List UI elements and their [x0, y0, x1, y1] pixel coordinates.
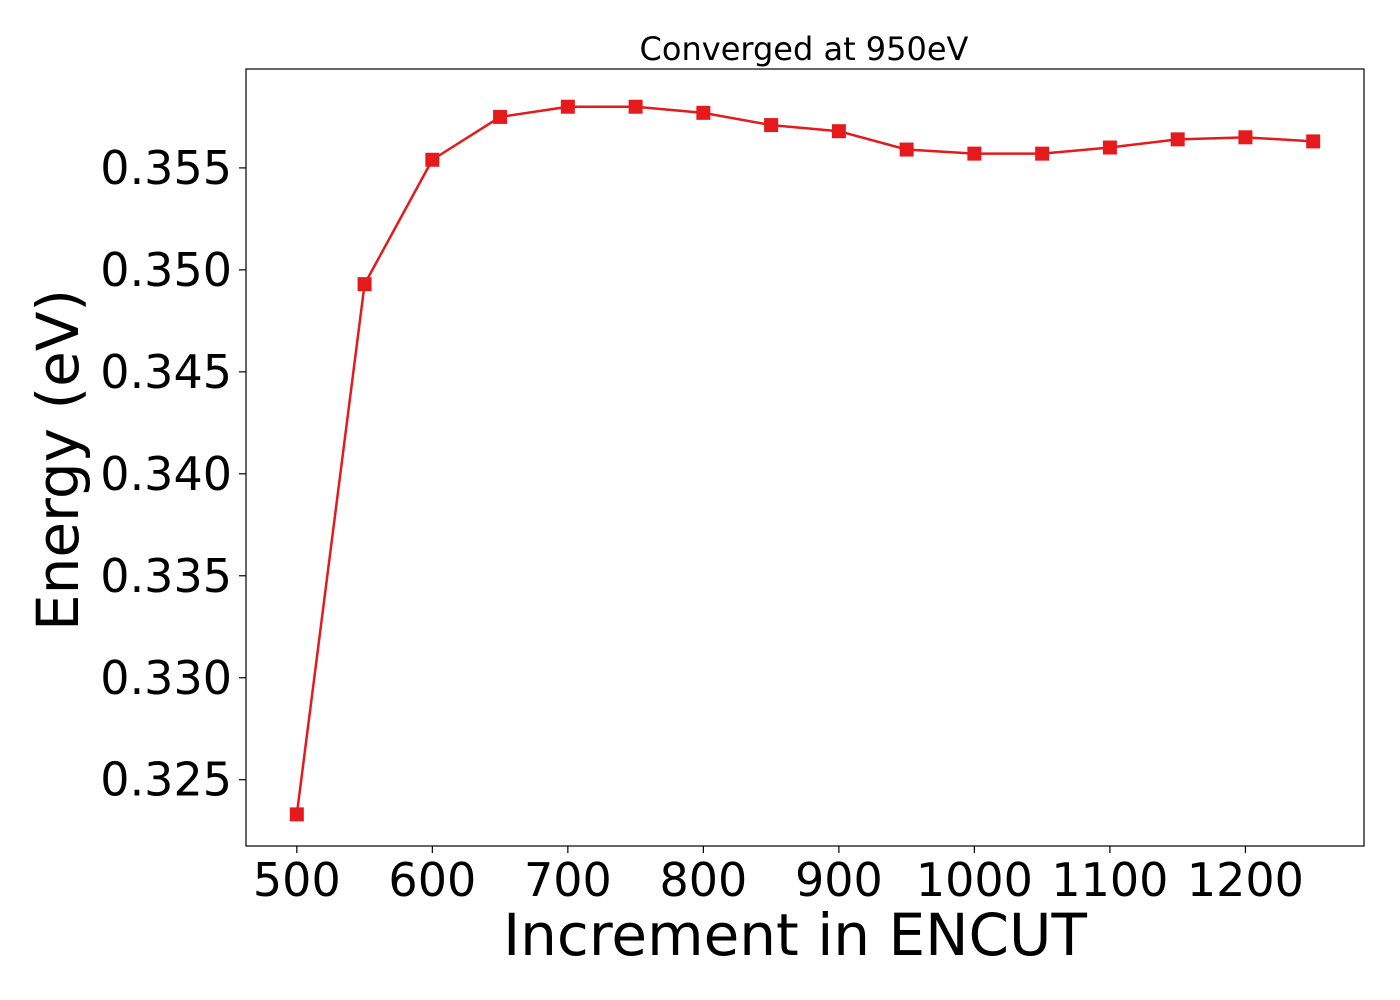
data-point-marker	[967, 146, 982, 161]
y-tick-label: 0.335	[100, 549, 232, 603]
data-point-marker	[425, 152, 440, 167]
y-tick-label: 0.340	[100, 447, 232, 501]
data-point-marker	[1170, 132, 1185, 147]
chart-title: Converged at 950eV	[640, 30, 969, 68]
data-point-marker	[628, 99, 643, 114]
data-point-marker	[560, 99, 575, 114]
y-tick-label: 0.345	[100, 345, 232, 399]
y-axis: 0.325 0.330 0.335 0.340 0.345 0.350 0.355	[100, 141, 246, 807]
series-layer	[289, 99, 1321, 822]
data-point-marker	[764, 118, 779, 133]
x-tick-label: 700	[524, 853, 612, 907]
x-axis-label: Increment in ENCUT	[503, 901, 1087, 969]
x-tick-label: 600	[388, 853, 476, 907]
series-line	[295, 105, 1314, 815]
data-point-marker	[1035, 146, 1050, 161]
x-tick-label: 1100	[1051, 853, 1168, 907]
data-point-marker	[1238, 130, 1253, 145]
x-tick-label: 500	[253, 853, 341, 907]
data-point-marker	[1306, 134, 1321, 149]
x-tick-label: 900	[795, 853, 883, 907]
data-point-marker	[899, 142, 914, 157]
y-tick-label: 0.355	[100, 141, 232, 195]
data-point-marker	[289, 807, 304, 822]
data-point-marker	[1102, 140, 1117, 155]
y-tick-label: 0.325	[100, 753, 232, 807]
x-tick-label: 1000	[916, 853, 1033, 907]
data-point-marker	[696, 105, 711, 120]
y-axis-label: Energy (eV)	[24, 289, 92, 631]
data-point-marker	[831, 124, 846, 139]
y-tick-label: 0.330	[100, 651, 232, 705]
data-point-marker	[357, 277, 372, 292]
data-point-marker	[493, 109, 508, 124]
x-axis: 500 600 700 800 900 1000 1100 1200	[253, 846, 1304, 907]
y-tick-label: 0.350	[100, 243, 232, 297]
plot-area	[245, 68, 1365, 847]
x-tick-label: 800	[659, 853, 747, 907]
x-tick-label: 1200	[1187, 853, 1304, 907]
